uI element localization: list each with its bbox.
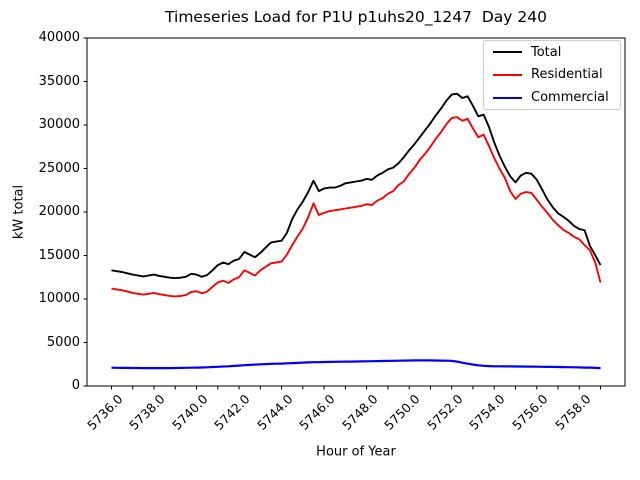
residential-line-sample-icon <box>493 73 522 76</box>
x-axis-label: Hour of Year <box>316 444 396 460</box>
legend-label-total: Total <box>531 44 562 60</box>
y-tick-label: 10000 <box>38 291 80 306</box>
legend-label-residential: Residential <box>531 67 603 83</box>
y-tick-label: 30000 <box>38 117 80 132</box>
y-tick-label: 15000 <box>38 247 80 263</box>
series-line-total <box>111 92 602 280</box>
y-tick-label: 25000 <box>38 160 80 176</box>
y-tick-label: 0 <box>71 378 80 393</box>
legend-item-commercial: Commercial <box>493 90 620 105</box>
y-tick-label: 35000 <box>38 73 80 89</box>
legend-label-commercial: Commercial <box>531 90 609 106</box>
chart-title: Timeseries Load for P1U p1uhs20_1247 Day… <box>165 8 547 26</box>
y-tick-label: 5000 <box>46 334 80 350</box>
series-line-commercial <box>111 359 601 370</box>
legend-item-residential: Residential <box>493 67 620 82</box>
y-axis-label: kW total <box>11 184 27 240</box>
y-tick-label: 40000 <box>38 30 80 45</box>
legend-item-total: Total <box>493 45 620 60</box>
commercial-line-sample-icon <box>493 96 522 99</box>
y-tick-label: 20000 <box>38 204 80 219</box>
legend: Total Residential Commercial <box>483 40 621 110</box>
total-line-sample-icon <box>493 51 522 54</box>
series-line-residential <box>111 116 602 298</box>
